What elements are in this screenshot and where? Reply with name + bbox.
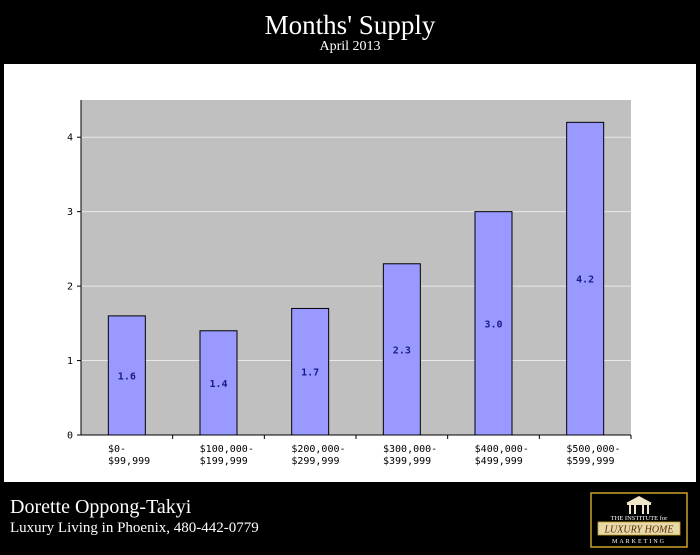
agent-tagline: Luxury Living in Phoenix, 480-442-0779 [10,520,259,536]
bar [474,211,513,436]
y-tick-label: 2 [67,282,73,293]
footer: Dorette Oppong-Takyi Luxury Living in Ph… [0,484,700,555]
bar [566,121,605,436]
logo-frame [590,492,688,548]
logo-entablature [627,503,651,505]
bar [199,330,238,436]
x-tick-label: $200,000- [291,444,345,455]
logo-line3: MARKETING [612,539,666,545]
logo-line1: THE INSTITUTE for [611,515,669,522]
logo-column [629,505,631,514]
bar [291,307,330,436]
logo-column [634,505,636,514]
x-tick-label: $599,999 [566,456,614,467]
bar-value-label: 4.2 [576,275,594,286]
chart-title: Months' Supply [264,10,436,40]
x-tick-label: $100,000- [200,444,254,455]
chart-subtitle: April 2013 [319,39,381,54]
bar [107,315,146,436]
logo-banner [597,521,681,536]
x-tick-label: $500,000- [566,444,620,455]
y-tick-label: 1 [67,356,73,367]
x-tick-label: $99,999 [108,456,150,467]
bar-value-label: 1.7 [301,368,319,379]
bar-value-label: 1.6 [118,371,136,382]
agent-name: Dorette Oppong-Takyi [10,496,192,518]
chart-panel: 0 1 2 3 4 1.6 $0- $99,999 1.4 $100,000- $199,999 1.… [4,64,696,482]
bar-value-label: 1.4 [209,379,227,390]
y-tick-label: 0 [67,431,73,442]
chart-header: Months' Supply April 2013 [0,0,700,62]
y-tick-label: 4 [67,133,73,144]
logo-column [647,505,649,514]
bar-value-label: 2.3 [393,345,411,356]
x-tick-label: $400,000- [475,444,529,455]
x-tick-label: $0- [108,444,126,455]
x-tick-label: $399,999 [383,456,431,467]
y-tick-label: 3 [67,207,73,218]
logo-column [642,505,644,514]
institute-logo: THE INSTITUTE for LUXURY HOME MARKETING [590,492,688,548]
logo-line2: LUXURY HOME [604,525,674,536]
x-tick-label: $300,000- [383,444,437,455]
x-tick-label: $299,999 [291,456,339,467]
bar-value-label: 3.0 [484,319,502,330]
bar-chart: 0 1 2 3 4 1.6 $0-$99,999 1.4 $100,000-$199,999 1.… [67,100,632,467]
x-tick-label: $499,999 [475,456,523,467]
bar [382,263,421,436]
logo-pediment [626,496,652,503]
plot-area [81,100,631,435]
x-tick-label: $199,999 [200,456,248,467]
